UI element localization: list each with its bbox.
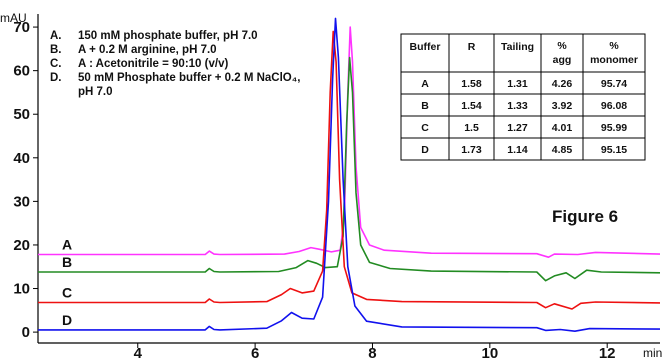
table-cell: 95.99 — [601, 122, 627, 134]
table-cell: 1.33 — [507, 100, 528, 112]
x-tick-label: 8 — [368, 345, 376, 361]
table-cell: 1.58 — [461, 78, 482, 90]
trace-label-b: B — [62, 254, 72, 270]
table-cell: 3.92 — [552, 100, 573, 112]
x-axis-unit: min — [643, 346, 662, 360]
y-tick-label: 0 — [22, 324, 30, 341]
y-tick-label: 30 — [13, 193, 30, 210]
trace-c — [38, 30, 661, 310]
table-cell: 1.14 — [507, 144, 528, 156]
table-cell: 1.54 — [461, 100, 482, 112]
legend-entry-continued: pH 7.0 — [78, 86, 113, 98]
x-tick-label: 4 — [134, 345, 143, 361]
y-axis-unit: mAU — [0, 11, 27, 25]
table-header-line2: agg — [553, 54, 572, 66]
table-header-line1: % — [557, 40, 567, 52]
figure-label: Figure 6 — [552, 207, 618, 226]
trace-label-c: C — [62, 284, 72, 300]
trace-d — [38, 17, 661, 332]
table-cell: 95.15 — [601, 144, 627, 156]
table-cell: 4.26 — [552, 78, 573, 90]
table-cell: 1.27 — [507, 122, 528, 134]
legend-key: B. — [50, 44, 62, 56]
table-cell: B — [421, 100, 429, 112]
trace-label-d: D — [62, 312, 72, 328]
table-header-line2: monomer — [590, 54, 638, 66]
trace-b — [38, 56, 661, 282]
table-cell: 4.01 — [552, 122, 573, 134]
legend: A. 150 mM phosphate buffer, pH 7.0 B. A + 0… — [50, 30, 300, 98]
axes: mAU min 0 10 20 30 40 50 60 70 4 6 8 10 12 — [0, 11, 662, 361]
table-cell: 95.74 — [601, 78, 627, 90]
table-cell: D — [421, 144, 429, 156]
legend-entry: 50 mM Phosphate buffer + 0.2 M NaClO₄, — [78, 72, 300, 84]
y-tick-label: 20 — [13, 237, 30, 254]
legend-entry: A : Acetonitrile = 90:10 (v/v) — [78, 58, 228, 70]
table-cell: 1.5 — [464, 122, 479, 134]
y-tick-label: 60 — [13, 63, 30, 80]
traces — [38, 17, 661, 332]
x-tick-label: 6 — [251, 345, 259, 361]
legend-key: A. — [50, 30, 62, 42]
legend-key: D. — [50, 72, 62, 84]
table-cell: 1.73 — [461, 144, 482, 156]
table-cell: A — [421, 78, 429, 90]
y-tick-label: 40 — [13, 150, 30, 167]
table-cell: 1.31 — [507, 78, 528, 90]
y-tick-label: 70 — [13, 19, 30, 36]
table-cell: 96.08 — [601, 100, 627, 112]
table-header: Tailing — [501, 41, 534, 53]
y-tick-label: 50 — [13, 106, 30, 123]
table-header-line1: % — [609, 40, 619, 52]
table-header: Buffer — [410, 41, 441, 53]
x-tick-label: 12 — [599, 345, 616, 361]
legend-entry: 150 mM phosphate buffer, pH 7.0 — [78, 30, 258, 42]
table-cell: 4.85 — [552, 144, 573, 156]
trace-label-a: A — [62, 237, 72, 253]
table-header: R — [468, 41, 476, 53]
x-tick-label: 10 — [481, 345, 498, 361]
table-cell: C — [421, 122, 429, 134]
y-tick-label: 10 — [13, 281, 30, 298]
legend-entry: A + 0.2 M arginine, pH 7.0 — [78, 44, 217, 56]
table-frame — [400, 33, 646, 161]
results-table: Buffer R Tailing % agg% monomer A 1.58 1.31 4.26 9… — [400, 33, 646, 161]
legend-key: C. — [50, 58, 62, 70]
